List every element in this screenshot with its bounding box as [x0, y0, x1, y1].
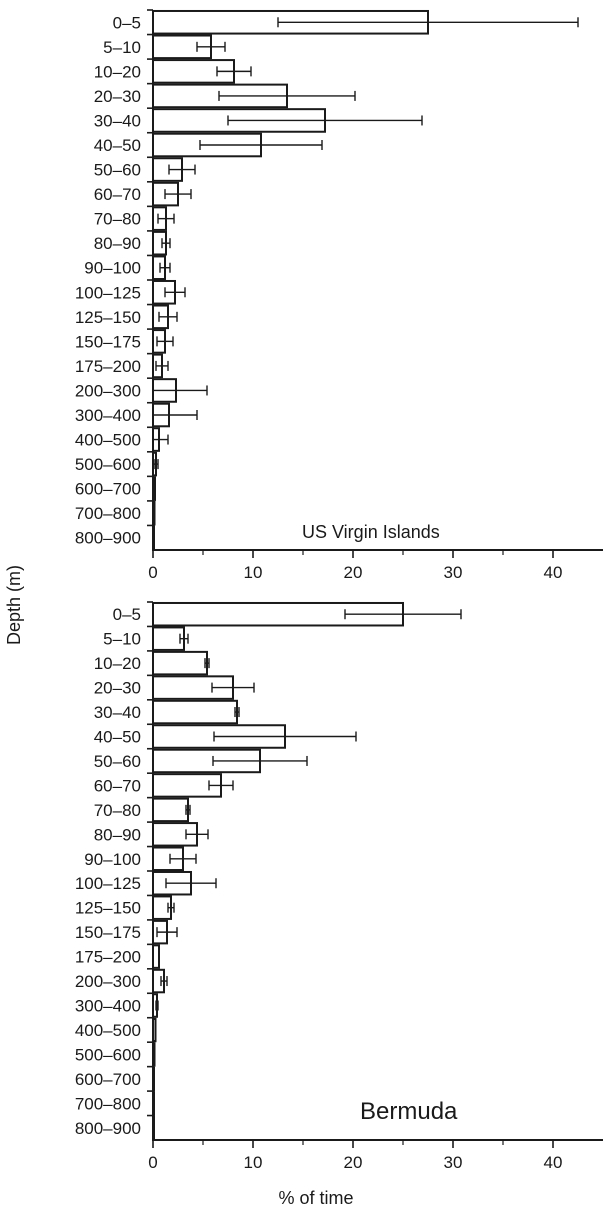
y-tick-label: 500–600	[75, 1045, 141, 1064]
x-tick-label: 20	[344, 1153, 363, 1172]
x-tick-label: 30	[444, 1153, 463, 1172]
y-tick-label: 100–125	[75, 874, 141, 893]
y-tick-label: 200–300	[75, 381, 141, 400]
x-axis-title: % of time	[278, 1188, 353, 1208]
y-tick-label: 150–175	[75, 332, 141, 351]
y-tick-label: 80–90	[94, 234, 141, 253]
x-tick-label: 0	[148, 1153, 157, 1172]
y-tick-label: 300–400	[75, 997, 141, 1016]
y-tick-label: 400–500	[75, 1021, 141, 1040]
y-tick-label: 20–30	[94, 87, 141, 106]
panel-label: US Virgin Islands	[302, 522, 440, 542]
y-tick-label: 10–20	[94, 654, 141, 673]
y-tick-label: 200–300	[75, 972, 141, 991]
y-tick-label: 90–100	[84, 850, 141, 869]
x-tick-label: 10	[244, 1153, 263, 1172]
panel-1: 0–5 5–10 10–20 20–30 30–40 40–50 50–60 60–70 70–…	[75, 9, 603, 582]
y-tick-label: 400–500	[75, 431, 141, 450]
y-tick-label: 70–80	[94, 210, 141, 229]
y-tick-label: 0–5	[113, 13, 141, 32]
y-tick-label: 800–900	[75, 529, 141, 548]
bar	[152, 650, 208, 676]
y-tick-label: 100–125	[75, 283, 141, 302]
x-tick-label: 40	[544, 563, 563, 582]
y-tick-label: 5–10	[103, 38, 141, 57]
y-tick-label: 60–70	[94, 776, 141, 795]
x-tick-label: 30	[444, 563, 463, 582]
y-tick-label: 125–150	[75, 899, 141, 918]
panel-label: Bermuda	[360, 1098, 458, 1125]
y-tick-label: 50–60	[94, 161, 141, 180]
y-tick-label: 30–40	[94, 111, 141, 130]
y-tick-label: 5–10	[103, 630, 141, 649]
x-tick-label: 20	[344, 563, 363, 582]
bar	[152, 797, 189, 823]
y-tick-label: 800–900	[75, 1119, 141, 1138]
y-tick-label: 150–175	[75, 923, 141, 942]
y-tick-label: 300–400	[75, 406, 141, 425]
y-tick-label: 125–150	[75, 308, 141, 327]
y-tick-label: 175–200	[75, 357, 141, 376]
y-tick-label: 175–200	[75, 948, 141, 967]
y-tick-label: 20–30	[94, 679, 141, 698]
y-tick-label: 60–70	[94, 185, 141, 204]
y-tick-label: 0–5	[113, 605, 141, 624]
x-tick-label: 0	[148, 563, 157, 582]
y-tick-label: 30–40	[94, 703, 141, 722]
y-tick-label: 600–700	[75, 480, 141, 499]
shared-y-axis-title: Depth (m)	[4, 565, 24, 645]
y-tick-label: 80–90	[94, 825, 141, 844]
bar	[152, 699, 238, 725]
y-tick-label: 700–800	[75, 504, 141, 523]
y-tick-label: 50–60	[94, 752, 141, 771]
y-tick-label: 40–50	[94, 136, 141, 155]
y-tick-label: 700–800	[75, 1094, 141, 1113]
x-tick-label: 40	[544, 1153, 563, 1172]
y-tick-label: 500–600	[75, 455, 141, 474]
y-tick-label: 70–80	[94, 801, 141, 820]
panel-2: 0–5 5–10 10–20 20–30 30–40 40–50 50–60 60–70 70–…	[75, 601, 603, 1208]
x-tick-label: 10	[244, 563, 263, 582]
y-tick-label: 600–700	[75, 1070, 141, 1089]
y-tick-label: 10–20	[94, 62, 141, 81]
y-tick-label: 90–100	[84, 259, 141, 278]
y-tick-label: 40–50	[94, 728, 141, 747]
